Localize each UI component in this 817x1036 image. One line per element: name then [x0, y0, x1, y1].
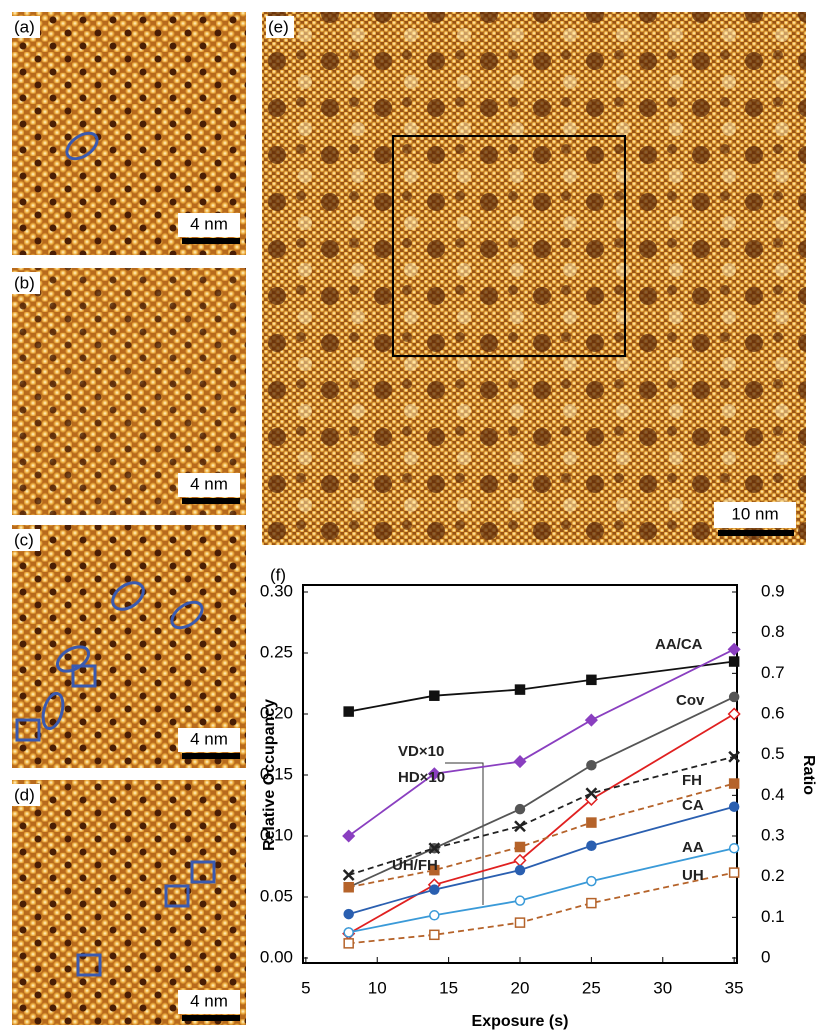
marker: [430, 885, 439, 894]
marker: [344, 910, 353, 919]
marker: [344, 707, 353, 716]
y2-tick-label: 0.3: [761, 825, 785, 844]
series-label: AA: [682, 839, 704, 856]
scale-label: 4 nm: [190, 474, 228, 493]
stm-image: [262, 12, 806, 545]
x-tick-label: 5: [301, 978, 310, 997]
y2-tick-label: 0.1: [761, 907, 785, 926]
y2-tick-label: 0.8: [761, 622, 785, 641]
scale-label: 10 nm: [731, 504, 778, 523]
series-label: AA/CA: [655, 636, 703, 653]
marker: [730, 802, 739, 811]
y-axis-title: Relative Occupancy: [261, 699, 278, 851]
series-label: CA: [682, 797, 704, 814]
marker: [344, 928, 353, 937]
marker: [516, 685, 525, 694]
y2-tick-label: 0.4: [761, 785, 785, 804]
marker: [516, 805, 525, 814]
marker: [516, 866, 525, 875]
marker: [730, 692, 739, 701]
y-tick-label: 0.25: [260, 642, 293, 661]
y-tick-label: 0.30: [260, 581, 293, 600]
marker: [587, 841, 596, 850]
y2-tick-label: 0.5: [761, 744, 785, 763]
figure: (a) (b) (c) (d) (e) (f) 4 nm 4 nm 4 nm 4…: [0, 0, 817, 1031]
marker: [730, 779, 739, 788]
y2-tick-label: 0.6: [761, 703, 785, 722]
marker: [586, 715, 597, 726]
y2-tick-label: 0.2: [761, 866, 785, 885]
panel-label: (a): [14, 17, 35, 36]
marker: [730, 868, 739, 877]
panel-label: (e): [268, 17, 289, 36]
panel-label: (c): [14, 530, 34, 549]
series-label: VD×10: [398, 743, 444, 760]
marker: [516, 918, 525, 927]
marker: [587, 899, 596, 908]
marker: [515, 756, 526, 767]
y2-tick-label: 0.9: [761, 581, 785, 600]
marker: [344, 939, 353, 948]
x-tick-label: 25: [582, 978, 601, 997]
series-label: HD×10: [398, 769, 445, 786]
marker: [587, 877, 596, 886]
scale-label: 4 nm: [190, 729, 228, 748]
marker: [430, 911, 439, 920]
y2-tick-label: 0: [761, 947, 770, 966]
x-axis-title: Exposure (s): [472, 1013, 569, 1030]
x-tick-label: 30: [653, 978, 672, 997]
x-tick-label: 10: [368, 978, 387, 997]
marker: [344, 870, 354, 880]
scale-label: 4 nm: [190, 214, 228, 233]
series-label: FH: [682, 772, 702, 789]
scale-label: 4 nm: [190, 991, 228, 1010]
marker: [587, 818, 596, 827]
marker: [430, 691, 439, 700]
marker: [344, 883, 353, 892]
y-tick-label: 0.00: [260, 947, 293, 966]
y2-axis-title: Ratio: [800, 755, 817, 795]
stm-image: [12, 780, 246, 1025]
panel-label: (d): [14, 785, 35, 804]
y2-tick-label: 0.7: [761, 663, 785, 682]
series-label: UH/FH: [392, 857, 438, 874]
y-tick-label: 0.05: [260, 886, 293, 905]
marker: [516, 896, 525, 905]
x-tick-label: 35: [725, 978, 744, 997]
marker: [587, 675, 596, 684]
x-tick-label: 20: [511, 978, 530, 997]
series-line: [349, 873, 734, 944]
marker: [430, 930, 439, 939]
series-label: Cov: [676, 692, 705, 709]
marker: [587, 761, 596, 770]
x-tick-label: 15: [439, 978, 458, 997]
marker: [516, 842, 525, 851]
marker: [730, 657, 739, 666]
series-label: UH: [682, 867, 704, 884]
panel-label: (b): [14, 273, 35, 292]
marker: [730, 844, 739, 853]
